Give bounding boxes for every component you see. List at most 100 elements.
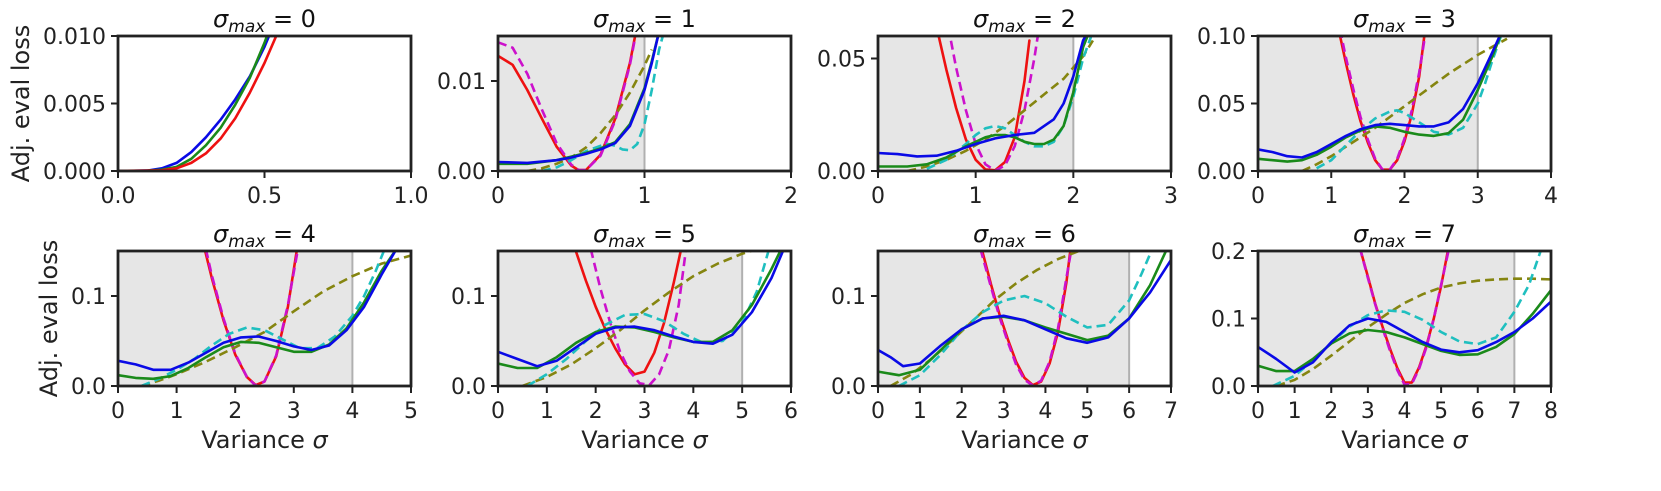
x-tick-label: 2 xyxy=(1324,399,1338,424)
panel-6: 0 1 2 3 4 5 6 7 0.0 0.1 σmax = 6 Variance σ xyxy=(831,220,1178,454)
x-tick-label: 0.0 xyxy=(101,184,136,209)
x-axis-label: Variance σ xyxy=(961,426,1088,454)
x-tick-label: 1 xyxy=(638,184,652,209)
series-cyan xyxy=(1315,36,1503,170)
shaded-region xyxy=(498,36,645,171)
panel-title: σmax = 7 xyxy=(1353,220,1456,252)
panel-7: 0 1 2 3 4 5 6 7 8 0.0 0.1 0.2 σmax = 7 Variance σ xyxy=(1211,220,1558,454)
x-tick-label: 6 xyxy=(784,399,798,424)
panel-title: σmax = 0 xyxy=(213,5,316,37)
x-tick-label: 3 xyxy=(1471,184,1485,209)
y-tick-label: 0.00 xyxy=(817,160,866,185)
panel-title: σmax = 1 xyxy=(593,5,696,37)
x-tick-label: 2 xyxy=(1066,184,1080,209)
series-red xyxy=(118,36,278,171)
y-tick-label: 0.00 xyxy=(1197,160,1246,185)
series-blue xyxy=(1258,36,1502,159)
x-tick-label: 3 xyxy=(287,399,301,424)
series-green xyxy=(1258,36,1502,163)
x-tick-label: 4 xyxy=(1038,399,1052,424)
x-tick-label: 5 xyxy=(1434,399,1448,424)
x-axis-label: Variance σ xyxy=(581,426,708,454)
y-tick-label: 0.005 xyxy=(43,93,106,118)
series-olive xyxy=(889,251,1092,386)
panel-title: σmax = 2 xyxy=(973,5,1076,37)
x-tick-label: 0 xyxy=(871,184,885,209)
x-tick-label: 0 xyxy=(871,399,885,424)
x-tick-label: 5 xyxy=(404,399,418,424)
y-tick-label: 0.0 xyxy=(451,375,486,400)
y-axis-label: Adj. eval loss xyxy=(7,25,35,183)
y-tick-label: 0.0 xyxy=(1211,375,1246,400)
x-tick-label: 4 xyxy=(345,399,359,424)
panel-0: 0.0 0.5 1.0 0.000 0.005 0.010 σmax = 0 Adj. eva… xyxy=(7,5,429,209)
series-cyan xyxy=(898,251,1153,386)
x-tick-label: 0.5 xyxy=(247,184,282,209)
x-axis-label: Variance σ xyxy=(1341,426,1468,454)
x-tick-label: 1 xyxy=(540,399,554,424)
x-tick-label: 7 xyxy=(1507,399,1521,424)
series-blue xyxy=(498,251,785,368)
series-green xyxy=(1258,288,1551,373)
x-tick-label: 2 xyxy=(589,399,603,424)
series-olive xyxy=(521,251,756,386)
x-tick-label: 8 xyxy=(1544,399,1558,424)
panel-3: 0 1 2 3 4 0.00 0.05 0.10 σmax = 3 xyxy=(1197,5,1558,209)
panel-title: σmax = 5 xyxy=(593,220,696,252)
x-tick-label: 4 xyxy=(686,399,700,424)
x-tick-label: 5 xyxy=(1080,399,1094,424)
series-magenta xyxy=(204,251,299,386)
x-tick-label: 1 xyxy=(170,399,184,424)
axes-frame xyxy=(876,249,1173,388)
x-tick-label: 2 xyxy=(955,399,969,424)
x-tick-label: 0 xyxy=(1251,184,1265,209)
y-axis-label: Adj. eval loss xyxy=(35,240,63,398)
panel-5: 0 1 2 3 4 5 6 0.0 0.1 σmax = 5 Variance σ xyxy=(451,220,798,454)
series-green xyxy=(118,251,397,381)
series-blue xyxy=(118,251,397,372)
x-tick-label: 3 xyxy=(638,399,652,424)
x-tick-label: 1.0 xyxy=(394,184,429,209)
series-olive xyxy=(1275,277,1551,386)
x-tick-label: 3 xyxy=(1164,184,1178,209)
y-tick-label: 0.2 xyxy=(1211,240,1246,265)
x-tick-label: 7 xyxy=(1164,399,1178,424)
x-tick-label: 0 xyxy=(111,399,125,424)
y-tick-label: 0.000 xyxy=(43,160,106,185)
series-red xyxy=(937,36,1031,171)
axes-frame xyxy=(116,249,413,388)
series-blue xyxy=(1258,300,1551,374)
y-tick-label: 0.05 xyxy=(817,48,866,73)
y-tick-label: 0.10 xyxy=(1197,25,1246,50)
y-tick-label: 0.1 xyxy=(451,285,486,310)
panel-title: σmax = 6 xyxy=(973,220,1076,252)
x-tick-label: 2 xyxy=(228,399,242,424)
series-blue xyxy=(498,36,660,165)
x-tick-label: 4 xyxy=(1544,184,1558,209)
x-tick-label: 1 xyxy=(969,184,983,209)
x-tick-label: 2 xyxy=(784,184,798,209)
y-tick-label: 0.00 xyxy=(437,160,486,185)
x-tick-label: 3 xyxy=(997,399,1011,424)
y-tick-label: 0.0 xyxy=(71,375,106,400)
series-magenta xyxy=(979,251,1073,386)
shaded-region xyxy=(1258,36,1478,171)
x-axis-label: Variance σ xyxy=(201,426,328,454)
x-tick-label: 1 xyxy=(1288,399,1302,424)
axes-frame xyxy=(116,34,413,173)
y-tick-label: 0.010 xyxy=(43,25,106,50)
shaded-region xyxy=(118,251,353,386)
y-tick-label: 0.1 xyxy=(1211,308,1246,333)
x-tick-label: 4 xyxy=(1398,399,1412,424)
y-tick-label: 0.1 xyxy=(71,285,106,310)
panel-1: 0 1 2 0.00 0.01 σmax = 1 xyxy=(437,5,798,209)
x-tick-label: 0 xyxy=(491,399,505,424)
x-tick-label: 2 xyxy=(1398,184,1412,209)
panel-title: σmax = 3 xyxy=(1353,5,1456,37)
x-tick-label: 0 xyxy=(491,184,505,209)
shaded-region xyxy=(1258,251,1515,386)
series-blue xyxy=(878,258,1171,368)
series-olive xyxy=(527,48,653,171)
x-tick-label: 5 xyxy=(735,399,749,424)
